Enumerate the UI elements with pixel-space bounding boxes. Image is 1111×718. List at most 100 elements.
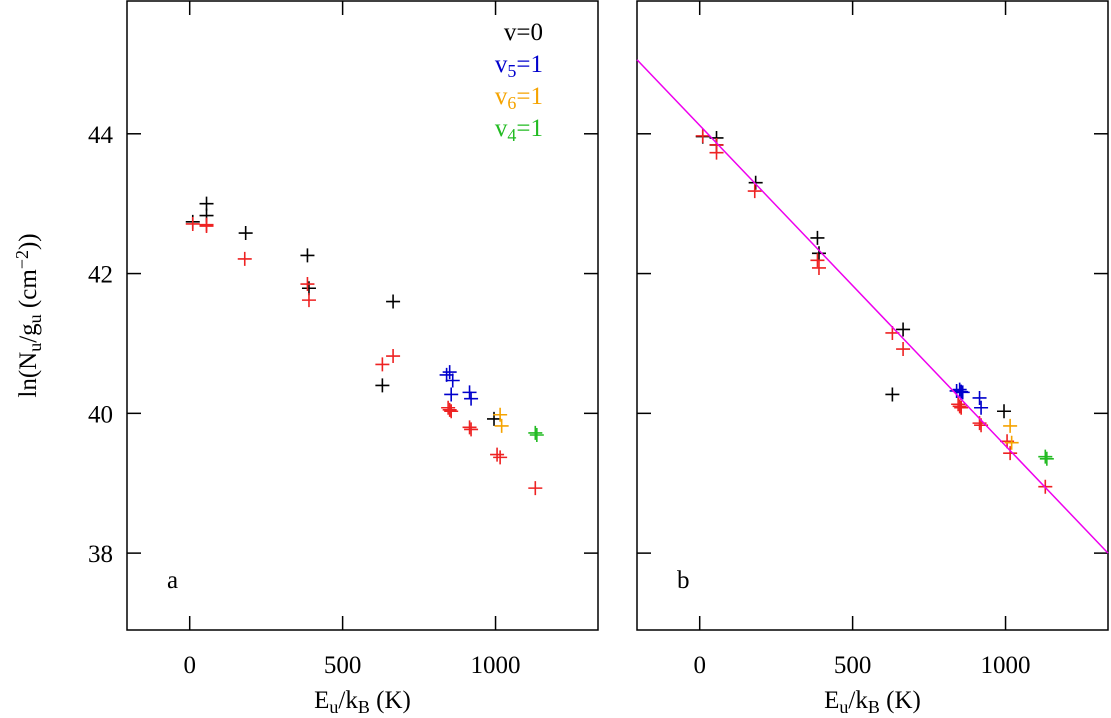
- data-point: [464, 422, 479, 437]
- data-point: [748, 175, 763, 190]
- x-tick-label: 0: [183, 652, 196, 679]
- data-point: [464, 391, 479, 406]
- x-tick-label: 500: [834, 652, 872, 679]
- data-point: [185, 216, 200, 231]
- x-axis-label-part: B: [358, 697, 370, 717]
- legend-entry: v6=1: [495, 83, 543, 113]
- data-point: [1004, 435, 1019, 450]
- data-point: [375, 357, 390, 372]
- data-point: [811, 260, 826, 275]
- data-point: [972, 390, 987, 405]
- legend-entry-part: =1: [516, 115, 543, 142]
- y-axis-label-part: ln(N: [15, 352, 42, 398]
- data-point: [237, 251, 252, 266]
- legend-entry-part: v: [495, 115, 508, 142]
- data-point: [695, 128, 710, 143]
- data-point: [974, 400, 989, 415]
- data-point: [462, 420, 477, 435]
- legend-entry: v5=1: [495, 51, 543, 81]
- x-axis-label: Eu/kB (K): [824, 687, 921, 717]
- data-point: [997, 404, 1012, 419]
- y-axis-label-part: (cm: [15, 269, 42, 315]
- legend-entry: v=0: [504, 19, 543, 46]
- y-axis-label-part: u: [25, 343, 45, 352]
- data-point: [442, 365, 457, 380]
- x-tick-label: 1000: [471, 652, 521, 679]
- x-axis-label: Eu/kB (K): [314, 687, 411, 717]
- panel-label: a: [167, 567, 178, 594]
- data-point: [810, 230, 825, 245]
- data-point: [445, 373, 460, 388]
- data-point: [444, 387, 459, 402]
- y-tick-label: 40: [88, 401, 113, 428]
- data-point: [199, 196, 214, 211]
- data-point: [528, 481, 543, 496]
- y-axis-label-part: )): [15, 233, 42, 250]
- data-point: [1003, 446, 1018, 461]
- data-point: [1038, 449, 1053, 464]
- data-point: [529, 428, 544, 443]
- data-point: [952, 382, 967, 397]
- data-point: [386, 294, 401, 309]
- data-point: [954, 400, 969, 415]
- x-axis-label-part: /k: [338, 687, 358, 714]
- panel-label: b: [677, 567, 690, 594]
- data-point: [199, 219, 214, 234]
- data-point: [951, 397, 966, 412]
- plot-frame: [636, 0, 1109, 631]
- y-tick-label: 38: [88, 541, 113, 568]
- data-point: [493, 450, 508, 465]
- data-point: [811, 246, 826, 261]
- legend-entry-part: =1: [516, 51, 543, 78]
- data-point: [493, 407, 508, 422]
- legend-entry-part: v: [495, 51, 508, 78]
- y-axis-label: ln(Nu/gu (cm−2)): [12, 233, 45, 397]
- data-point: [439, 367, 454, 382]
- x-axis-label-part: E: [314, 687, 329, 714]
- plot-frame: [126, 0, 599, 631]
- legend-entry-part: 5: [507, 61, 516, 81]
- x-tick-label: 0: [693, 652, 706, 679]
- data-point: [896, 342, 911, 357]
- x-axis-label-part: (K): [880, 687, 921, 714]
- y-tick-label: 42: [88, 262, 113, 289]
- x-axis-label-part: u: [839, 697, 848, 717]
- legend-entry-part: v: [495, 83, 508, 110]
- data-point: [238, 226, 253, 241]
- data-point: [1003, 418, 1018, 433]
- y-axis-label-part: u: [25, 314, 45, 323]
- data-point: [386, 349, 401, 364]
- legend-entry: v4=1: [495, 115, 543, 145]
- data-point: [301, 293, 316, 308]
- data-point: [444, 404, 459, 419]
- data-point: [955, 385, 970, 400]
- legend-entry-part: 6: [507, 93, 516, 113]
- legend-entry-part: 4: [507, 125, 516, 145]
- legend-entry-part: =1: [516, 83, 543, 110]
- data-point: [375, 378, 390, 393]
- x-axis-label-part: u: [329, 697, 338, 717]
- y-axis-label-part: −2: [12, 250, 32, 269]
- data-point: [490, 447, 505, 462]
- data-point: [885, 387, 900, 402]
- data-point: [709, 145, 724, 160]
- data-point: [300, 248, 315, 263]
- x-axis-label-part: /k: [848, 687, 868, 714]
- data-point: [441, 400, 456, 415]
- y-axis-label-part: /g: [15, 323, 42, 343]
- data-point: [528, 425, 543, 440]
- data-point: [896, 322, 911, 337]
- data-point: [952, 399, 967, 414]
- data-point: [442, 402, 457, 417]
- data-point: [462, 385, 477, 400]
- fit-line: [636, 59, 1109, 554]
- x-tick-label: 500: [324, 652, 362, 679]
- data-point: [747, 184, 762, 199]
- x-tick-label: 1000: [981, 652, 1031, 679]
- data-point: [810, 253, 825, 268]
- x-axis-label-part: B: [868, 697, 880, 717]
- x-axis-label-part: (K): [370, 687, 411, 714]
- data-point: [1039, 451, 1054, 466]
- data-point: [300, 277, 315, 292]
